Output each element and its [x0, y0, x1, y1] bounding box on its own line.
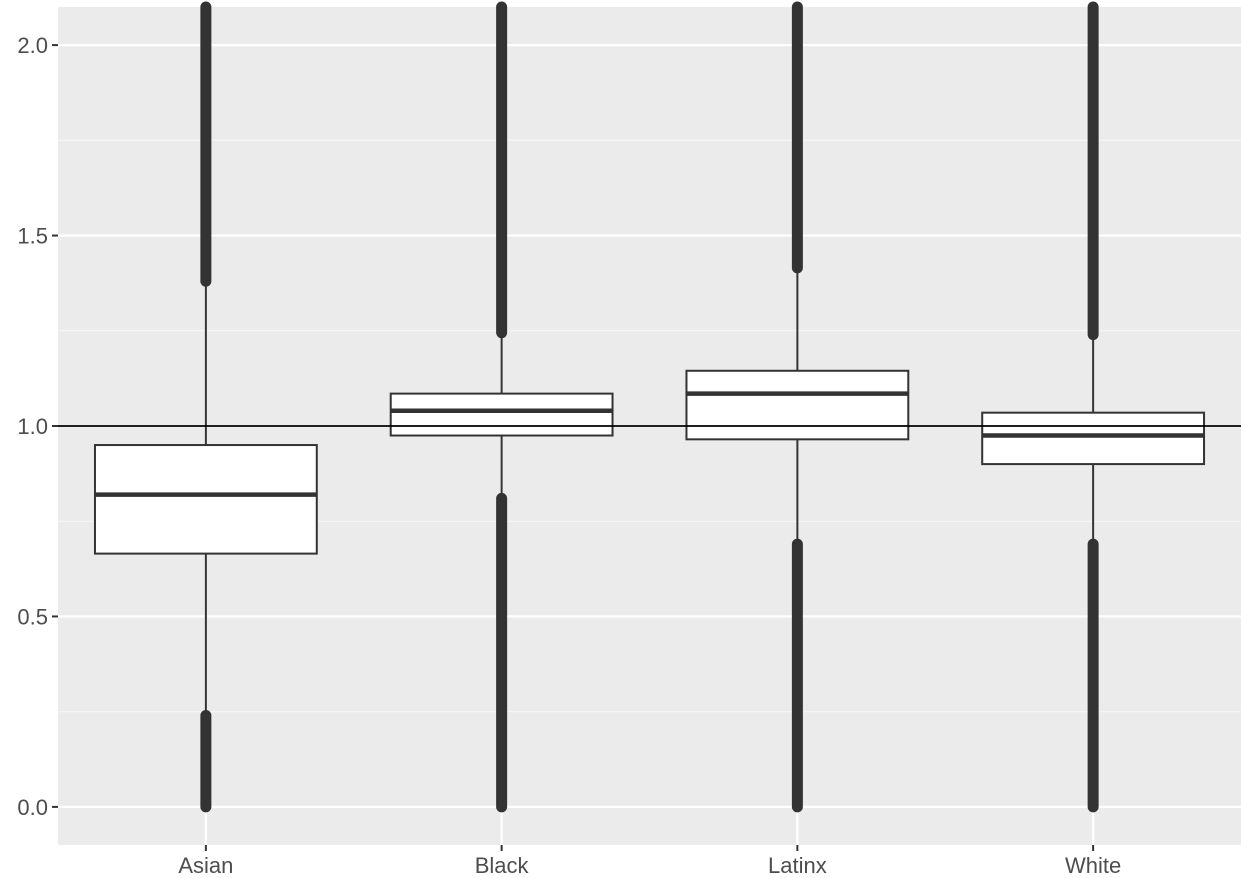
y-tick-label: 2.0 [17, 33, 48, 58]
y-tick-label: 0.0 [17, 795, 48, 820]
box-white [981, 411, 1206, 466]
box-asian [93, 444, 318, 555]
x-tick-label-white: White [1065, 853, 1121, 878]
x-tick-label-asian: Asian [178, 853, 233, 878]
x-tick-label-black: Black [475, 853, 530, 878]
box-latinx [685, 369, 910, 441]
y-tick-label: 1.5 [17, 224, 48, 249]
box-black [389, 392, 614, 437]
y-tick-label: 0.5 [17, 604, 48, 629]
y-tick-label: 1.0 [17, 414, 48, 439]
x-tick-label-latinx: Latinx [768, 853, 827, 878]
